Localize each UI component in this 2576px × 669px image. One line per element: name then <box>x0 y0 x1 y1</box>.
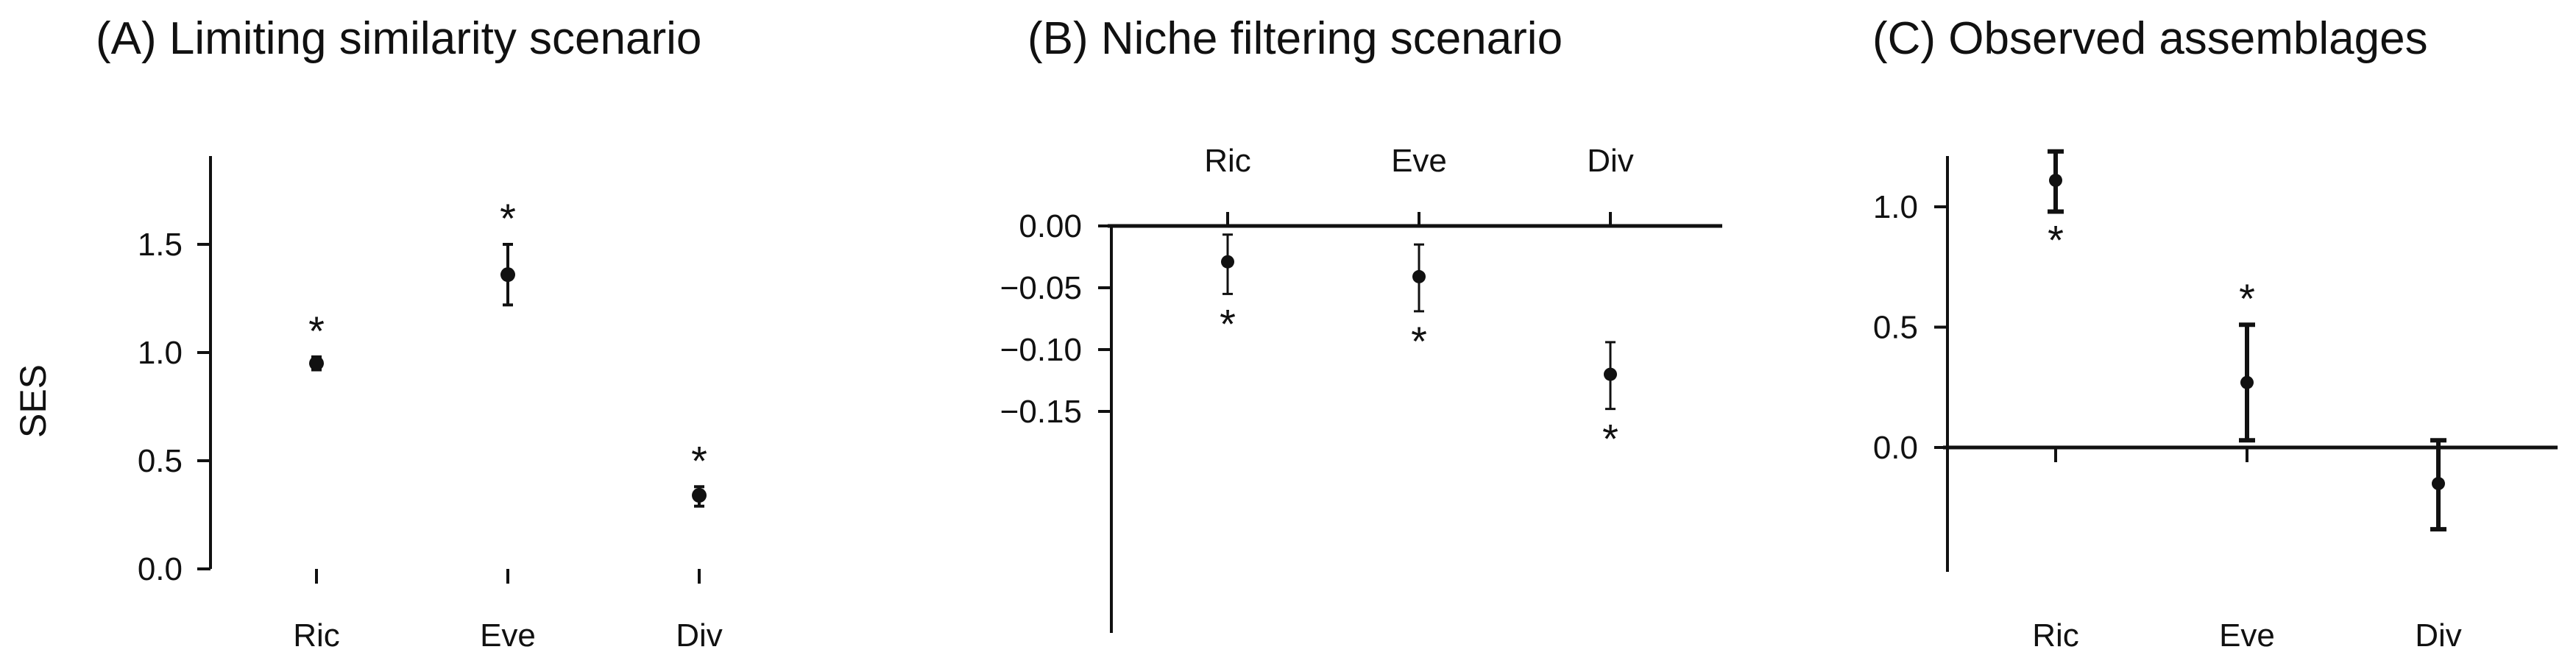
data-point <box>692 488 707 503</box>
panel-b: (B) Niche filtering scenario 0.00 −0.05 −0… <box>1000 13 1722 633</box>
x-tick-label: Div <box>1587 143 1634 179</box>
y-tick-label: 0.5 <box>138 443 183 479</box>
x-tick-label: Eve <box>480 617 536 654</box>
data-point <box>2432 477 2445 491</box>
panel-c-x-categories: Ric Eve Div <box>2032 447 2462 654</box>
x-tick-label: Ric <box>293 617 340 654</box>
y-tick-label: −0.05 <box>1000 270 1082 306</box>
panel-c-title: (C) Observed assemblages <box>1872 13 2428 64</box>
data-point <box>500 267 515 283</box>
data-point <box>1604 367 1617 381</box>
panel-a-title: (A) Limiting similarity scenario <box>96 13 701 64</box>
y-tick-label: 0.00 <box>1019 208 1082 244</box>
panel-c-y-ticks: 0.0 0.5 1.0 <box>1873 189 1947 466</box>
panel-b-marks: * * * <box>1220 233 1618 462</box>
y-tick-label: 0.0 <box>1873 430 1918 466</box>
significance-marker: * <box>308 308 325 354</box>
y-tick-label: 0.5 <box>1873 310 1918 346</box>
x-tick-label: Ric <box>2032 617 2079 654</box>
data-point <box>2049 174 2062 188</box>
panel-c: (C) Observed assemblages 0.0 0.5 1.0 Ric Ev… <box>1872 13 2558 654</box>
y-tick-label: 0.0 <box>138 551 183 587</box>
y-tick-label: 1.0 <box>1873 189 1918 225</box>
data-point <box>309 355 324 371</box>
panel-b-title: (B) Niche filtering scenario <box>1027 13 1563 64</box>
significance-marker: * <box>691 437 707 484</box>
significance-marker: * <box>1602 416 1618 462</box>
y-tick-label: 1.0 <box>138 335 183 371</box>
x-tick-label: Eve <box>1391 143 1447 179</box>
x-tick-label: Ric <box>1204 143 1251 179</box>
panel-a-x-categories: Ric Eve Div <box>293 569 723 654</box>
data-point <box>2240 375 2254 389</box>
panel-b-y-ticks: 0.00 −0.05 −0.10 −0.15 <box>1000 208 1111 430</box>
significance-marker: * <box>2239 275 2255 322</box>
panel-b-x-categories: Ric Eve Div <box>1204 143 1634 226</box>
data-point <box>1221 255 1234 269</box>
significance-marker: * <box>1411 318 1427 364</box>
significance-marker: * <box>500 195 516 241</box>
y-tick-label: −0.10 <box>1000 332 1082 368</box>
y-tick-label: −0.15 <box>1000 394 1082 430</box>
panel-a-marks: * * * <box>308 195 707 508</box>
data-point <box>1412 269 1426 283</box>
y-tick-label: 1.5 <box>138 227 183 263</box>
x-tick-label: Div <box>676 617 723 654</box>
significance-marker: * <box>2048 217 2064 263</box>
panel-a: (A) Limiting similarity scenario SES 0.0… <box>13 13 723 654</box>
y-axis-label: SES <box>13 364 54 438</box>
x-tick-label: Div <box>2415 617 2462 654</box>
panel-a-y-ticks: 0.0 0.5 1.0 1.5 <box>138 227 210 587</box>
significance-marker: * <box>1220 300 1236 347</box>
x-tick-label: Eve <box>2219 617 2275 654</box>
panel-c-marks: ** <box>2048 149 2446 532</box>
